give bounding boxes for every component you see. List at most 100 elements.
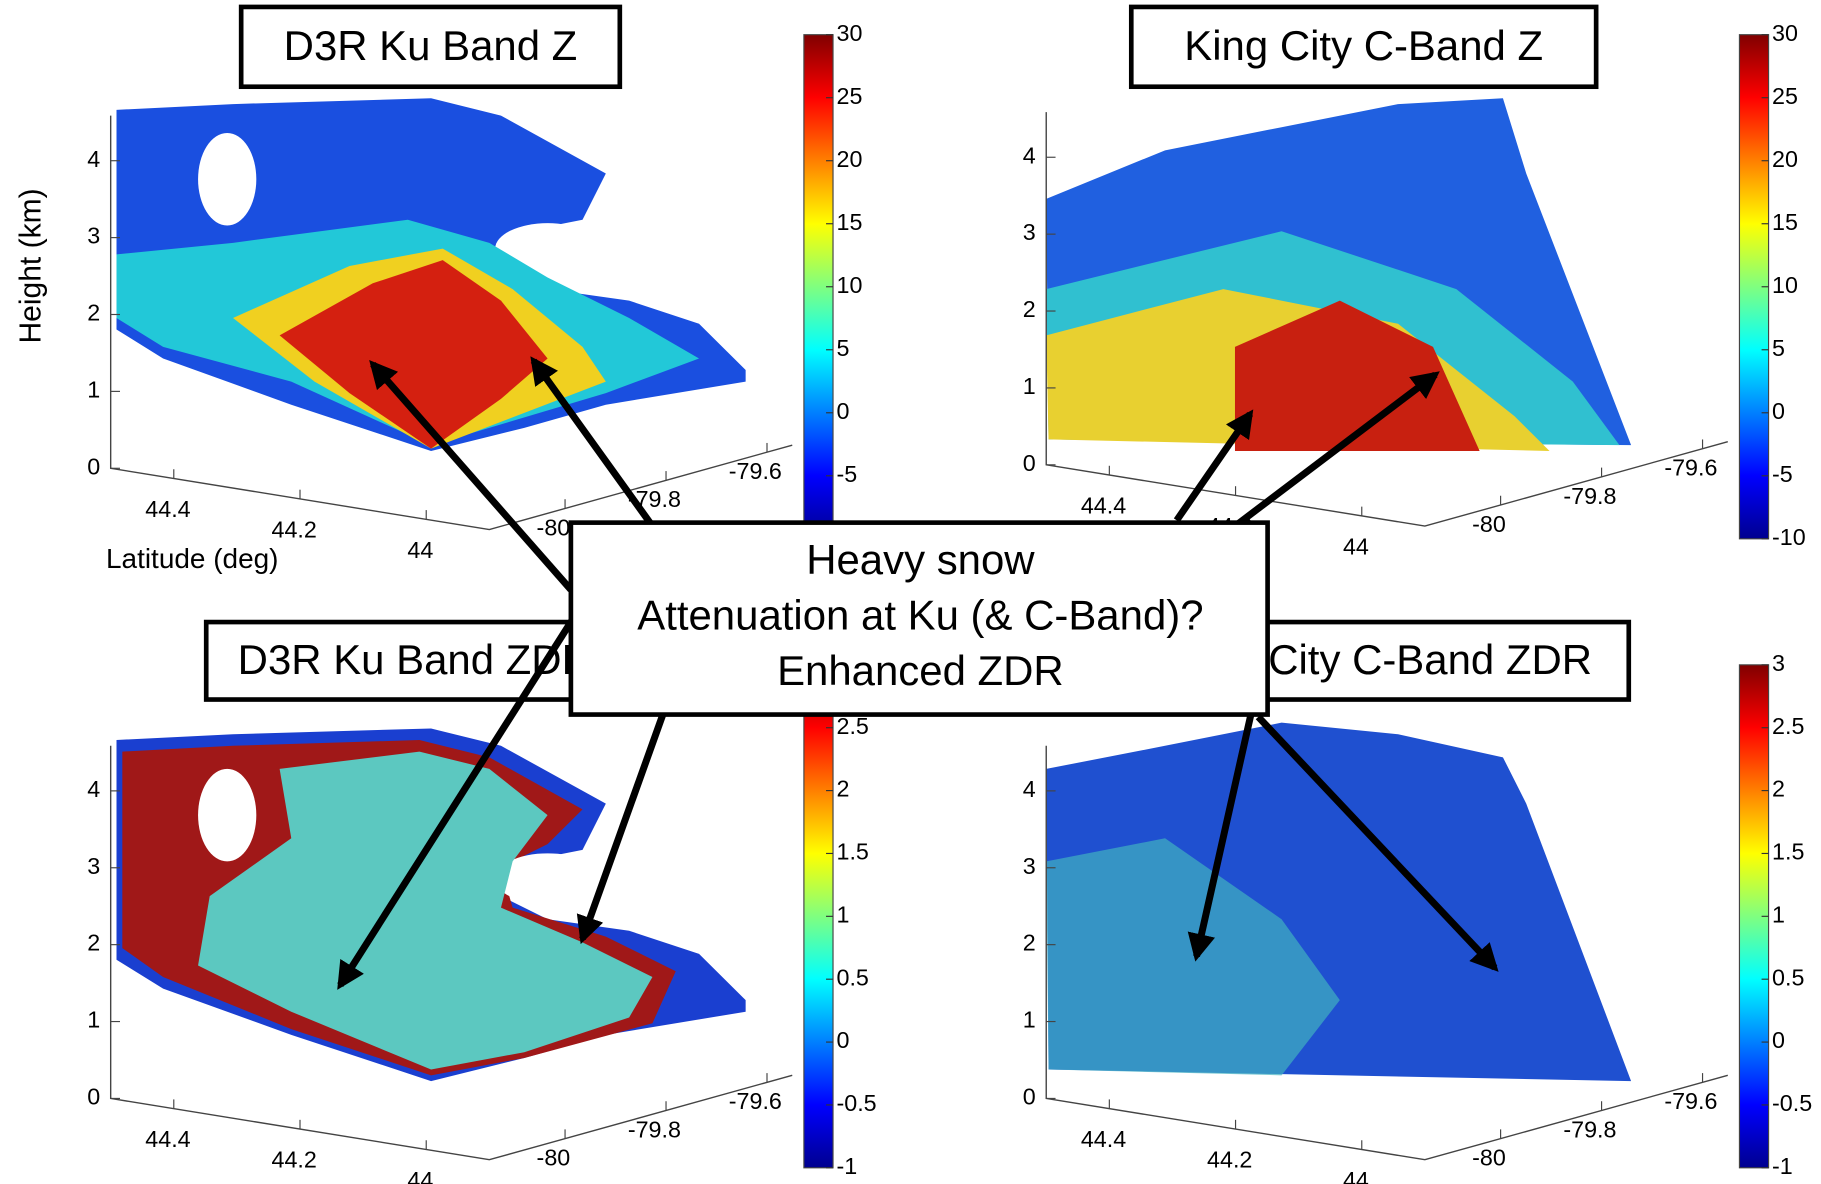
height-tick-label: 1 (1023, 373, 1036, 399)
lon-tick-label: -79.6 (729, 1088, 782, 1114)
title-box (1128, 4, 1599, 90)
colorbar-tick-label: 10 (837, 272, 863, 298)
height-tick-label: 1 (87, 1007, 100, 1033)
title-box (238, 4, 623, 90)
lon-tick-label: -79.6 (1664, 1088, 1717, 1114)
arrow (1187, 706, 1256, 962)
lon-tick-label: -79.6 (1664, 455, 1717, 481)
arrow (1255, 714, 1499, 972)
callout-line: Enhanced ZDR (777, 647, 1064, 694)
arrow (337, 610, 580, 990)
colorbar-tick-label: 2.5 (837, 713, 869, 739)
height-tick-label: 2 (87, 930, 100, 956)
colorbar-tick-label: 0 (1772, 398, 1785, 424)
colorbar-tick-label: -0.5 (1772, 1090, 1812, 1116)
colorbar-tick-label: 25 (837, 83, 863, 109)
colorbar-tick-label: 0 (837, 1027, 850, 1053)
arrow (576, 709, 668, 945)
callout-box (568, 520, 1270, 717)
lon-tick-label: -80 (537, 1145, 571, 1171)
lat-tick-label: 44 (407, 1167, 433, 1184)
radar-image-tr (1046, 98, 1632, 451)
colorbar-tick-label: 15 (837, 209, 863, 235)
colorbar-tick-label: -5 (1772, 461, 1793, 487)
height-tick-label: 0 (1023, 450, 1036, 476)
colorbar-tick-label: 0.5 (837, 964, 869, 990)
callout-line: Attenuation at Ku (& C-Band)? (637, 592, 1203, 639)
lat-tick-label: 44.4 (145, 1126, 190, 1152)
lat-tick-label: 44.2 (1207, 1147, 1252, 1173)
colorbar-tick-label: 3 (1772, 650, 1785, 676)
lat-tick-label: 44.4 (145, 496, 190, 522)
height-tick-label: 4 (1023, 776, 1036, 802)
panel: 0 1 2 3 4 44.4 44.2 44 -80 -79.8 -79.6 (87, 745, 793, 1184)
lon-tick-label: -80 (537, 514, 571, 540)
height-tick-label: 1 (87, 377, 100, 403)
colorbar-tick-label: 30 (1772, 20, 1798, 46)
y-axis-label: Height (km) (15, 188, 48, 343)
colorbar-tick-label: -0.5 (837, 1090, 877, 1116)
arrow (369, 360, 574, 592)
callout-line: Heavy snow (806, 536, 1035, 583)
colorbar-tick-label: -5 (837, 461, 858, 487)
colorbar-tick-label: 0.5 (1772, 964, 1804, 990)
height-tick-label: 1 (1023, 1007, 1036, 1033)
height-tick-label: 2 (1023, 296, 1036, 322)
colorbar-tick-label: 1 (837, 902, 850, 928)
height-tick-label: 3 (87, 223, 100, 249)
x-axis-label: Latitude (deg) (106, 543, 278, 574)
lat-tick-label: 44.2 (272, 1147, 317, 1173)
height-tick-label: 4 (1023, 142, 1036, 168)
height-tick-label: 2 (87, 300, 100, 326)
colorbar-tick-label: 30 (837, 20, 863, 46)
height-tick-label: 0 (1023, 1084, 1036, 1110)
colorbar-tick-label: 5 (1772, 335, 1785, 361)
arrow (1232, 371, 1440, 529)
colorbar-tick-label: 0 (837, 398, 850, 424)
height-tick-label: 3 (1023, 853, 1036, 879)
lon-tick-label: -79.8 (1563, 1116, 1616, 1142)
colorbar-tick-label: 1.5 (837, 839, 869, 865)
colorbar-tick-label: 10 (1772, 272, 1798, 298)
lon-tick-label: -79.8 (628, 1116, 681, 1142)
colorbar-tick-label: 20 (1772, 146, 1798, 172)
colorbar-tick-label: 2 (1772, 776, 1785, 802)
colorbar-tick-label: 5 (837, 335, 850, 361)
height-tick-label: 4 (87, 776, 100, 802)
panel-title: D3R Ku Band Z (284, 22, 578, 69)
colorbar-tick-label: -1 (1772, 1153, 1793, 1179)
lat-tick-label: 44 (1343, 533, 1369, 559)
panel-title: D3R Ku Band ZDR (238, 636, 592, 683)
lat-tick-label: 44.4 (1081, 1126, 1126, 1152)
height-tick-label: 3 (87, 853, 100, 879)
colorbar-tick-label: 0 (1772, 1027, 1785, 1053)
lon-tick-label: -80 (1472, 1145, 1506, 1171)
height-tick-label: 3 (1023, 219, 1036, 245)
lat-tick-label: 44.4 (1081, 493, 1126, 519)
colorbar-tick-label: 2 (837, 776, 850, 802)
colorbar-tick-label: 1.5 (1772, 839, 1804, 865)
lat-tick-label: 44 (407, 537, 433, 563)
height-tick-label: 4 (87, 146, 100, 172)
arrow (1173, 409, 1254, 523)
colorbar-tick-label: 2.5 (1772, 713, 1804, 739)
height-tick-label: 0 (87, 1084, 100, 1110)
lon-tick-label: -80 (1472, 511, 1506, 537)
colorbar-tick-label: -10 (1772, 524, 1806, 550)
colorbar-tick-label: 15 (1772, 209, 1798, 235)
radar-image-bl (116, 728, 746, 1082)
radar-image-tl (116, 98, 746, 451)
radar-image-br (1046, 722, 1632, 1082)
lat-tick-label: 44.2 (272, 516, 317, 542)
arrow (530, 356, 656, 529)
height-tick-label: 0 (87, 453, 100, 479)
lon-tick-label: -79.8 (1563, 483, 1616, 509)
colorbar-tick-label: 20 (837, 146, 863, 172)
title-box (203, 619, 626, 702)
